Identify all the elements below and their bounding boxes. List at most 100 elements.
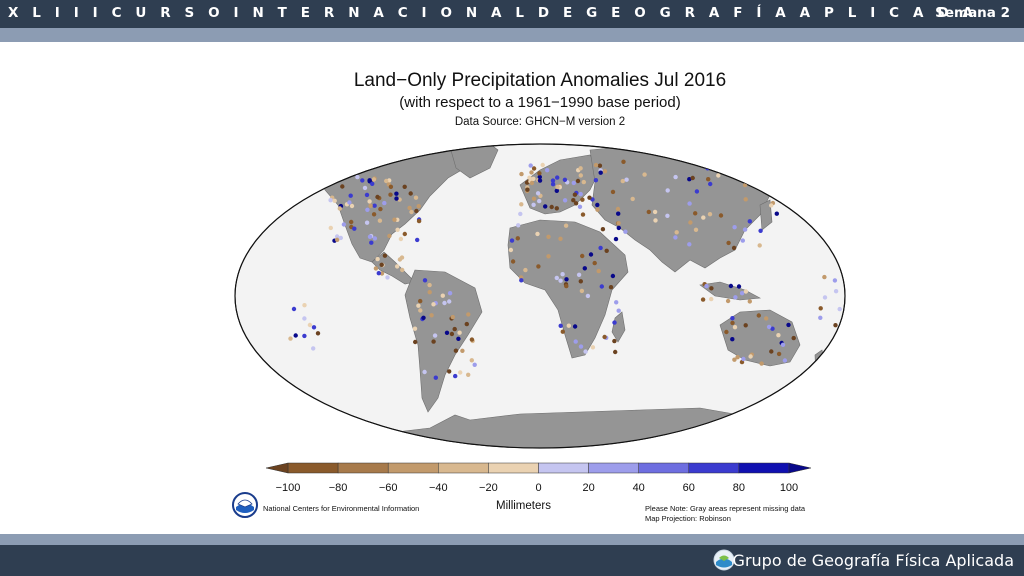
station-dot	[388, 192, 393, 197]
station-dot	[771, 159, 777, 164]
station-dot	[367, 234, 373, 239]
station-dot	[416, 218, 422, 224]
station-dot	[693, 227, 699, 232]
station-dot	[540, 162, 545, 168]
land-antarctica	[259, 407, 821, 448]
station-dot	[612, 320, 617, 325]
station-dot	[596, 268, 601, 274]
station-dot	[402, 231, 407, 237]
station-dot	[578, 173, 583, 178]
station-dot	[716, 173, 721, 178]
station-dot	[709, 296, 714, 302]
station-dot	[706, 177, 711, 182]
station-dot	[732, 325, 738, 330]
station-dot	[416, 204, 421, 209]
station-dot	[687, 177, 692, 182]
station-dot	[387, 233, 392, 239]
station-dot	[725, 153, 731, 159]
station-dot	[373, 266, 379, 271]
station-dot	[469, 337, 475, 342]
station-dot	[528, 163, 533, 168]
station-dot	[384, 178, 389, 184]
station-dot	[537, 198, 542, 204]
station-dot	[774, 211, 779, 216]
station-dot	[376, 271, 381, 276]
station-dot	[338, 235, 343, 241]
color-scale-swatch	[488, 462, 539, 474]
station-dot	[456, 336, 461, 341]
station-dot	[616, 211, 621, 216]
color-scale-tick-label: 0	[535, 482, 542, 494]
station-dot	[772, 164, 778, 169]
station-dot	[464, 321, 469, 327]
station-dot	[571, 180, 576, 186]
station-dot	[531, 202, 536, 207]
station-dot	[608, 285, 614, 290]
station-dot	[450, 314, 455, 320]
station-dot	[614, 300, 619, 305]
station-dot	[623, 229, 628, 234]
station-dot	[578, 344, 584, 349]
station-dot	[458, 370, 463, 375]
station-dot	[349, 203, 355, 209]
station-dot	[395, 264, 400, 269]
station-points	[288, 150, 842, 380]
station-dot	[597, 163, 603, 168]
station-dot	[587, 195, 592, 200]
station-dot	[453, 373, 458, 379]
station-dot	[726, 240, 731, 246]
station-dot	[735, 355, 740, 360]
station-dot	[708, 181, 713, 187]
station-dot	[388, 184, 394, 189]
color-scale-units: Millimeters	[496, 500, 551, 512]
station-dot	[413, 339, 418, 345]
group-name: Grupo de Geografía Física Aplicada	[732, 551, 1014, 570]
station-dot	[724, 329, 729, 335]
station-dot	[334, 234, 340, 239]
station-dot	[453, 348, 459, 353]
station-dot	[833, 323, 838, 328]
station-dot	[546, 254, 551, 259]
station-dot	[741, 356, 746, 362]
station-dot	[535, 191, 541, 196]
station-dot	[554, 275, 559, 281]
station-dot	[718, 213, 724, 218]
station-dot	[665, 213, 670, 218]
station-dot	[360, 178, 365, 183]
station-dot	[394, 191, 399, 196]
station-dot	[543, 204, 548, 209]
station-dot	[624, 177, 629, 182]
station-dot	[447, 291, 453, 296]
station-dot	[791, 335, 796, 341]
station-dot	[602, 334, 607, 340]
station-dot	[743, 197, 748, 202]
station-dot	[739, 291, 745, 296]
station-dot	[531, 166, 537, 171]
station-dot	[759, 361, 764, 366]
station-dot	[770, 326, 775, 331]
footer-bar: Grupo de Geografía Física Aplicada	[0, 545, 1024, 576]
station-dot	[581, 179, 586, 185]
station-dot	[510, 259, 516, 264]
color-scale-swatch	[438, 462, 489, 474]
station-dot	[741, 157, 746, 162]
station-dot	[315, 331, 321, 336]
station-dot	[375, 194, 380, 200]
station-dot	[352, 226, 357, 231]
station-dot	[743, 289, 749, 294]
land-new-zealand	[814, 349, 827, 379]
station-dot	[311, 346, 316, 351]
station-dot	[579, 288, 585, 294]
station-dot	[516, 223, 521, 228]
station-dot	[302, 316, 307, 321]
station-dot	[733, 295, 738, 300]
color-scale-tick-label: 80	[732, 482, 746, 494]
station-dot	[402, 184, 407, 189]
station-dot	[616, 225, 621, 231]
header-bar: X L I I I C U R S O I N T E R N A C I O …	[0, 0, 1024, 28]
station-dot	[332, 198, 337, 203]
station-dot	[573, 201, 579, 206]
station-dot	[689, 154, 694, 159]
station-dot	[616, 308, 621, 313]
